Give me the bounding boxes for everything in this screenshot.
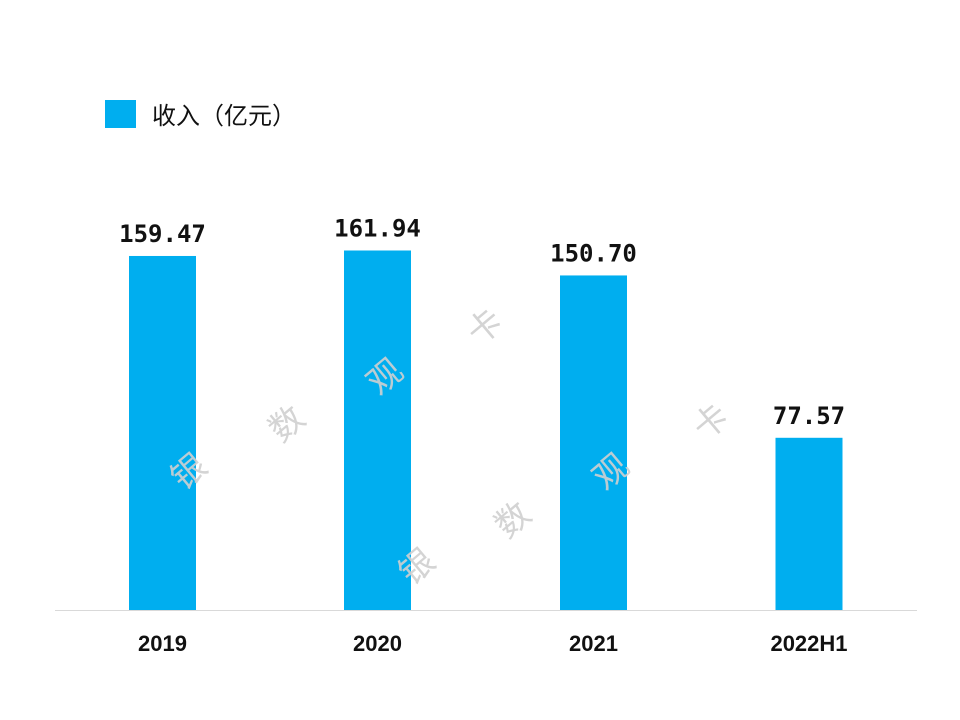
data-label: 159.47 xyxy=(119,220,206,248)
legend-swatch xyxy=(105,99,136,128)
x-tick-label: 2021 xyxy=(569,631,618,656)
bar-2022H1 xyxy=(775,437,843,610)
data-label: 161.94 xyxy=(334,214,421,242)
bar-2020 xyxy=(344,250,411,610)
legend: 收入（亿元） xyxy=(105,96,296,131)
x-tick-label: 2020 xyxy=(353,631,402,656)
bar-2021 xyxy=(560,275,627,610)
legend-label: 收入（亿元） xyxy=(152,102,296,130)
x-tick-label: 2019 xyxy=(138,631,187,656)
data-label: 77.57 xyxy=(773,402,845,430)
x-tick-label: 2022H1 xyxy=(770,631,847,656)
bar-2019 xyxy=(129,255,196,610)
data-label: 150.70 xyxy=(550,239,637,267)
